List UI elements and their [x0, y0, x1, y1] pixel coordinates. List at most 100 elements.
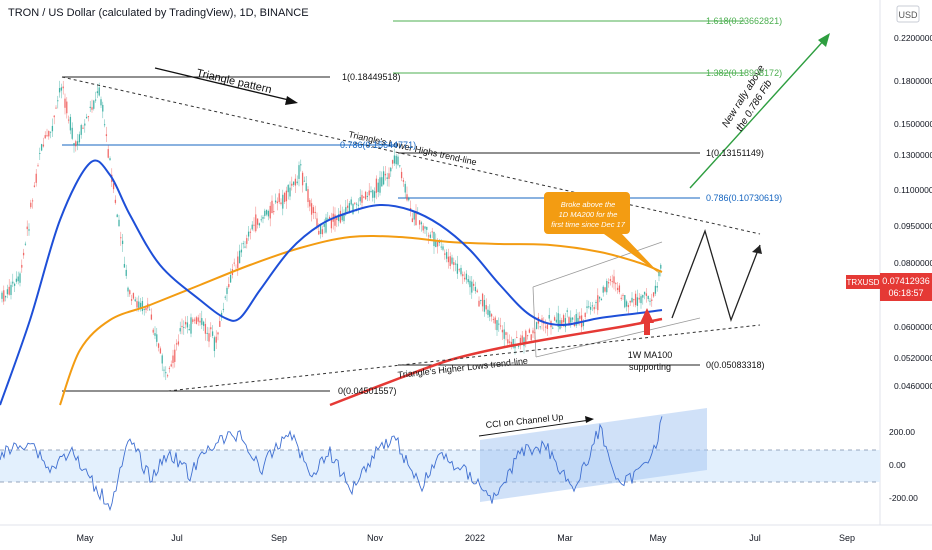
candle-body [624, 295, 626, 308]
candle-body [399, 165, 401, 167]
candle-body [595, 301, 597, 303]
candle-body [429, 234, 432, 238]
candle-body [233, 262, 235, 264]
candle-body [314, 211, 316, 214]
candle-body [552, 327, 554, 329]
candle-body [566, 310, 568, 312]
time-tick-label: Nov [367, 533, 384, 543]
candle-body [571, 317, 574, 320]
candle-body [132, 293, 135, 299]
candle-body [586, 306, 588, 308]
time-tick-label: 2022 [465, 533, 485, 543]
candle-body [210, 327, 212, 330]
candle-body [249, 231, 252, 233]
candle-body [237, 256, 239, 269]
candle-body [474, 286, 477, 292]
candle-body [548, 314, 550, 319]
candle-body [125, 269, 127, 276]
triangle-pattern-arrow [154, 67, 294, 102]
candle-body [309, 200, 311, 207]
candle-body [300, 164, 302, 166]
candle-body [440, 246, 442, 248]
symbol-badge-price: 0.07412936 [882, 276, 930, 286]
candle-body [357, 204, 360, 206]
candle-body [609, 279, 612, 281]
candle-body [532, 330, 534, 334]
candle-body [375, 178, 378, 193]
candle-body [521, 335, 523, 342]
candle-body [283, 192, 286, 202]
fib-label-1-618: 1.618(0.23662821) [706, 16, 782, 26]
candle-body [598, 296, 601, 299]
symbol-badge-countdown: 06:18:57 [888, 288, 923, 298]
candle-body [22, 252, 25, 256]
candle-body [159, 348, 162, 354]
candle-body [568, 317, 570, 326]
fib-label-top-0: 0(0.04501557) [338, 386, 397, 396]
candle-body [631, 297, 633, 303]
candle-body [490, 314, 493, 317]
candle-body [3, 290, 5, 302]
candle-body [562, 315, 565, 323]
candle-body [408, 198, 410, 201]
cci-tick-label: 0.00 [889, 460, 906, 470]
candle-body [37, 165, 39, 167]
triangle-lower-highs-line [61, 76, 761, 235]
candle-body [44, 135, 46, 139]
candle-body [319, 224, 322, 234]
symbol-badge-name: TRXUSD [847, 278, 880, 287]
candle-body [334, 214, 336, 226]
candle-body [62, 86, 64, 89]
candle-body [442, 246, 444, 250]
candle-body [418, 220, 421, 225]
cci-channel-arrow-head [585, 416, 594, 423]
candle-body [354, 202, 356, 204]
candle-body [174, 349, 176, 362]
cci-tick-label: -200.00 [889, 493, 918, 503]
ma50-line [0, 159, 663, 406]
candle-body [345, 207, 347, 215]
candle-body [451, 257, 453, 264]
candle-body [211, 331, 214, 336]
candle-body [312, 207, 315, 214]
candle-body [318, 230, 320, 235]
candle-body [368, 190, 370, 196]
candle-body [262, 216, 264, 219]
candle-body [291, 183, 293, 186]
candle-body [121, 240, 124, 245]
candle-body [543, 322, 545, 324]
candle-body [382, 171, 385, 185]
candle-body [535, 322, 538, 329]
candle-body [51, 125, 54, 132]
candle-body [93, 100, 95, 109]
candle-body [138, 301, 140, 308]
candle-body [265, 209, 268, 215]
candle-body [546, 324, 549, 330]
candle-body [602, 286, 604, 293]
candle-body [494, 317, 496, 324]
cci-line [0, 416, 663, 512]
candle-body [53, 115, 55, 118]
candle-body [388, 173, 390, 179]
candle-body [134, 299, 136, 302]
candle-body [492, 318, 495, 320]
candle-body [431, 231, 433, 233]
candle-body [510, 341, 513, 346]
cci-channel-arrow [478, 419, 591, 437]
currency-badge[interactable] [896, 5, 920, 23]
candle-body [346, 205, 349, 208]
time-tick-label: May [76, 533, 94, 543]
candle-body [597, 295, 599, 311]
candle-body [523, 337, 525, 347]
candle-body [156, 334, 158, 342]
candle-body [17, 276, 19, 282]
candle-body [103, 124, 106, 126]
candle-body [197, 317, 199, 322]
candle-body [129, 290, 131, 295]
